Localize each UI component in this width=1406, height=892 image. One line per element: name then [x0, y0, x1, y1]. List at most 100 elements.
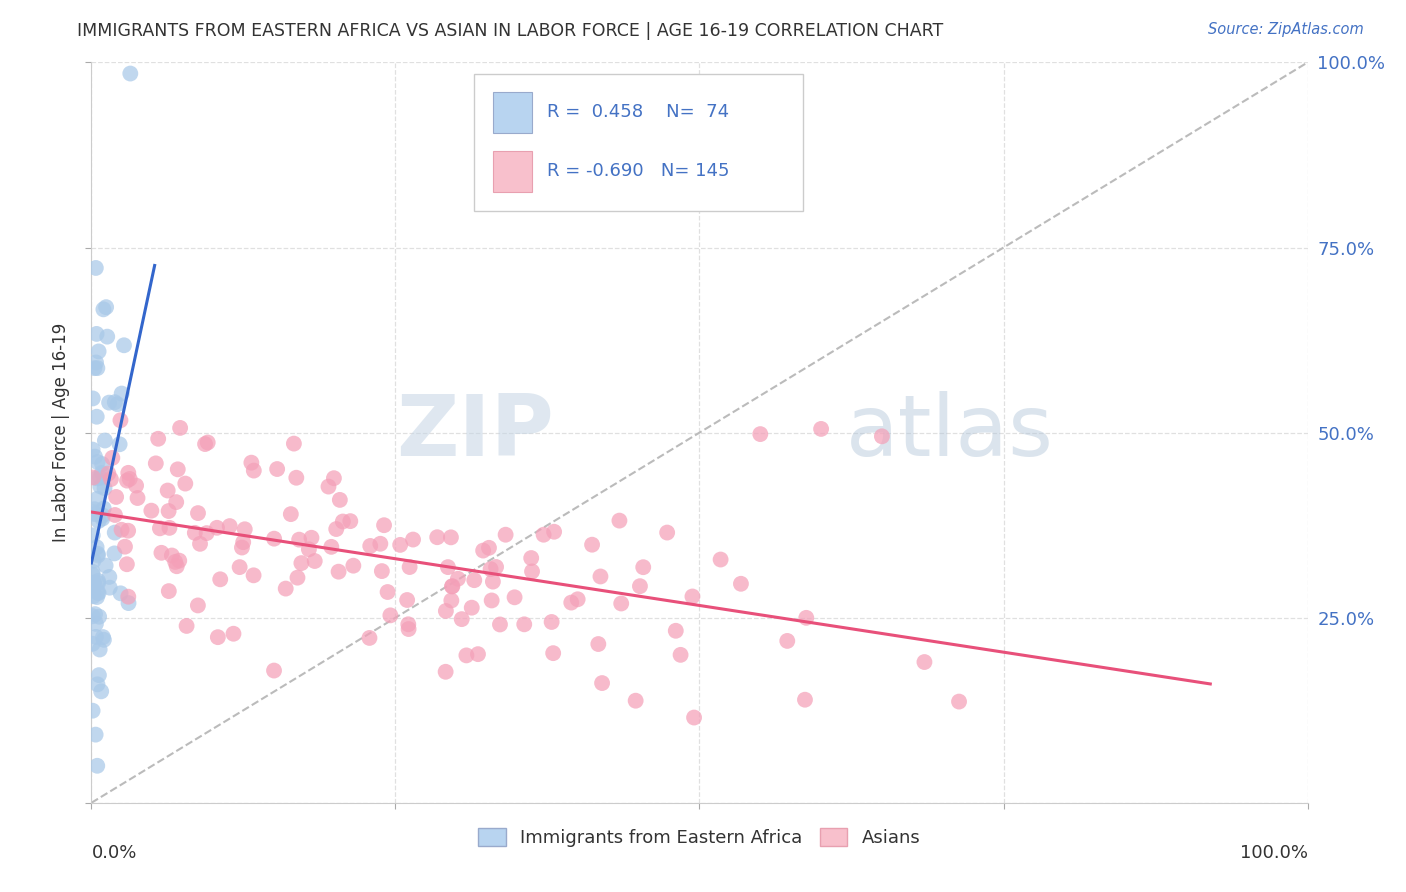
Point — [870, 429, 893, 443]
Point — [461, 600, 484, 615]
Point — [503, 591, 526, 605]
Point — [434, 604, 457, 618]
Point — [84, 355, 107, 369]
Point — [359, 539, 381, 553]
Point — [710, 552, 733, 566]
Point — [82, 567, 104, 582]
Point — [110, 413, 132, 427]
Point — [165, 555, 187, 569]
Point — [100, 472, 122, 486]
Text: 100.0%: 100.0% — [1240, 844, 1308, 862]
Text: R =  0.458    N=  74: R = 0.458 N= 74 — [547, 103, 730, 121]
Point — [83, 576, 105, 591]
Point — [472, 543, 495, 558]
Point — [287, 571, 309, 585]
Point — [437, 560, 460, 574]
Point — [112, 338, 135, 352]
Point — [441, 579, 464, 593]
Point — [125, 478, 148, 492]
Point — [86, 471, 108, 485]
Point — [111, 386, 134, 401]
Point — [91, 508, 114, 523]
Text: 0.0%: 0.0% — [91, 844, 136, 862]
Point — [127, 491, 149, 505]
Point — [467, 647, 489, 661]
Point — [83, 361, 105, 376]
Point — [373, 518, 395, 533]
Point — [141, 503, 163, 517]
Point — [159, 521, 181, 535]
Point — [184, 525, 207, 540]
Text: ZIP: ZIP — [396, 391, 554, 475]
Point — [87, 668, 110, 682]
Point — [117, 466, 139, 480]
Point — [87, 514, 110, 528]
Point — [749, 427, 772, 442]
Point — [160, 549, 183, 563]
Text: Source: ZipAtlas.com: Source: ZipAtlas.com — [1208, 22, 1364, 37]
Point — [274, 582, 297, 596]
Point — [157, 584, 180, 599]
Point — [84, 260, 107, 275]
Point — [318, 479, 340, 493]
Point — [115, 474, 138, 488]
Point — [86, 361, 108, 376]
Point — [242, 568, 264, 582]
Point — [82, 442, 104, 457]
Point — [117, 590, 139, 604]
Point — [110, 586, 132, 600]
Point — [447, 572, 470, 586]
Point — [541, 646, 564, 660]
Point — [93, 501, 115, 516]
Point — [94, 434, 117, 448]
Point — [591, 676, 613, 690]
Point — [628, 579, 651, 593]
Point — [83, 575, 105, 590]
Point — [398, 560, 420, 574]
Point — [174, 476, 197, 491]
Point — [86, 590, 108, 604]
Point — [370, 537, 392, 551]
Point — [402, 533, 425, 547]
Point — [89, 471, 111, 485]
Point — [86, 491, 108, 506]
Text: R = -0.690   N= 145: R = -0.690 N= 145 — [547, 162, 730, 180]
Point — [440, 593, 463, 607]
Point — [304, 554, 326, 568]
Point — [98, 581, 121, 595]
Point — [104, 525, 127, 540]
Point — [298, 542, 321, 557]
Point — [207, 630, 229, 644]
Point — [115, 558, 138, 572]
Point — [107, 397, 129, 411]
Point — [187, 599, 209, 613]
Point — [166, 559, 188, 574]
Point — [794, 611, 817, 625]
Point — [86, 758, 108, 772]
Point — [91, 630, 114, 644]
Point — [290, 556, 312, 570]
Point — [117, 596, 139, 610]
Point — [84, 630, 107, 644]
Point — [440, 530, 463, 544]
Point — [683, 710, 706, 724]
Point — [631, 560, 654, 574]
Point — [86, 326, 108, 341]
Point — [86, 540, 108, 554]
Point — [489, 617, 512, 632]
Point — [84, 616, 107, 631]
Point — [588, 637, 610, 651]
Point — [156, 483, 179, 498]
Point — [450, 612, 472, 626]
Point — [209, 572, 232, 586]
Point — [479, 562, 502, 576]
Point — [263, 664, 285, 678]
Point — [90, 466, 112, 480]
Point — [91, 511, 114, 525]
Point — [280, 507, 302, 521]
Point — [82, 589, 104, 603]
Point — [482, 574, 505, 589]
Text: IMMIGRANTS FROM EASTERN AFRICA VS ASIAN IN LABOR FORCE | AGE 16-19 CORRELATION C: IMMIGRANTS FROM EASTERN AFRICA VS ASIAN … — [77, 22, 943, 40]
Point — [97, 467, 120, 481]
Point — [581, 538, 603, 552]
